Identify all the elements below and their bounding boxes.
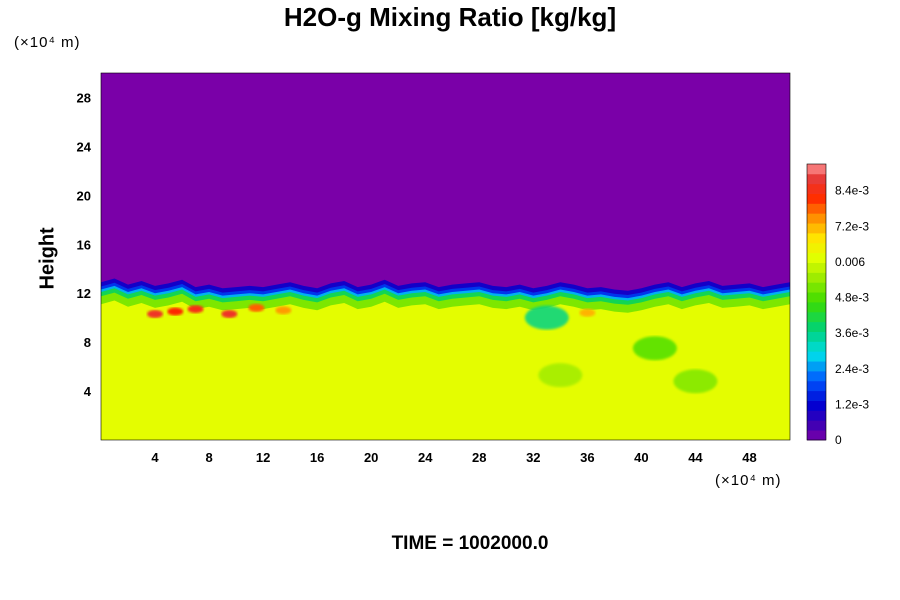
- colorbar-tick-label: 8.4e-3: [835, 184, 869, 198]
- chart-title: H2O-g Mixing Ratio [kg/kg]: [283, 2, 617, 32]
- colorbar-segment: [807, 173, 826, 185]
- colorbar-segment: [807, 331, 826, 342]
- x-tick-label: 32: [526, 450, 540, 465]
- moist-spot: [147, 309, 164, 318]
- time-label: TIME = 1002000.0: [391, 533, 549, 554]
- colorbar-tick-label: 7.2e-3: [835, 219, 869, 233]
- colorbar-segment: [807, 252, 826, 263]
- x-axis-unit: (×10⁴ m): [715, 472, 782, 489]
- colorbar-segment: [807, 420, 826, 431]
- moist-spot: [579, 308, 596, 317]
- colorbar-segment: [807, 233, 826, 244]
- y-tick-label: 12: [77, 286, 91, 301]
- colorbar-tick-label: 4.8e-3: [835, 291, 869, 305]
- colorbar-segment: [807, 321, 826, 332]
- moist-spot: [167, 307, 184, 316]
- x-tick-label: 48: [742, 450, 756, 465]
- colorbar-tick-label: 2.4e-3: [835, 362, 869, 376]
- colorbar-segment: [807, 390, 826, 401]
- colorbar-segment: [807, 430, 826, 441]
- dry-eddy: [632, 336, 677, 361]
- colorbar-segment: [807, 262, 826, 273]
- colorbar-tick-label: 0.006: [835, 255, 865, 269]
- colorbar-segment: [807, 410, 826, 421]
- colorbar-segment: [807, 351, 826, 362]
- dry-eddy: [673, 369, 718, 394]
- colorbar-segment: [807, 213, 826, 224]
- colorbar-segment: [807, 164, 826, 175]
- colorbar-segment: [807, 292, 826, 303]
- colorbar: 0 1.2e-3 2.4e-3 3.6e-3 4.8e-3 0.006 7.2e-3 8.4e…: [806, 163, 869, 447]
- colorbar-segment: [807, 282, 826, 293]
- moist-spot: [187, 305, 204, 314]
- region-lower: [101, 300, 790, 440]
- colorbar-frame: [806, 163, 827, 441]
- colorbar-segment: [807, 193, 826, 204]
- colorbar-segment: [807, 371, 826, 382]
- colorbar-segment: [807, 203, 826, 214]
- y-axis-unit: (×10⁴ m): [14, 34, 81, 51]
- x-tick-label: 8: [205, 450, 212, 465]
- colorbar-segment: [807, 302, 826, 313]
- dry-eddy: [524, 305, 569, 330]
- colorbar-segment: [807, 311, 826, 323]
- moist-spot: [248, 303, 265, 312]
- plot-area: [101, 73, 790, 440]
- y-tick-label: 20: [77, 188, 91, 203]
- x-tick-label: 20: [364, 450, 378, 465]
- moist-spot: [221, 309, 238, 318]
- colorbar-segment: [807, 361, 826, 372]
- colorbar-tick-label: 1.2e-3: [835, 397, 869, 411]
- y-tick-label: 8: [84, 335, 91, 350]
- colorbar-segment: [807, 223, 826, 234]
- x-tick-label: 24: [418, 450, 433, 465]
- x-tick-label: 36: [580, 450, 594, 465]
- colorbar-tick-label: 3.6e-3: [835, 326, 869, 340]
- moist-spot: [275, 306, 292, 315]
- y-tick-label: 4: [84, 384, 92, 399]
- colorbar-segment: [807, 341, 826, 352]
- dry-eddy: [538, 363, 583, 388]
- plot-frame: [100, 72, 791, 441]
- y-tick-label: 28: [77, 90, 91, 105]
- x-tick-label: 40: [634, 450, 648, 465]
- colorbar-segment: [807, 380, 826, 392]
- colorbar-tick-label: 0: [835, 433, 842, 447]
- y-tick-label: 16: [77, 237, 91, 252]
- colorbar-segment: [807, 242, 826, 254]
- x-tick-label: 4: [151, 450, 159, 465]
- x-tick-label: 12: [256, 450, 270, 465]
- x-tick-label: 16: [310, 450, 324, 465]
- colorbar-segment: [807, 272, 826, 283]
- x-tick-label: 44: [688, 450, 703, 465]
- colorbar-segment: [807, 400, 826, 411]
- y-tick-label: 24: [77, 139, 92, 154]
- colorbar-segment: [807, 183, 826, 194]
- x-tick-label: 28: [472, 450, 486, 465]
- y-axis-ticks: 4 8 12 16 20 24 28: [77, 90, 92, 399]
- x-axis-ticks: 4 8 12 16 20 24 28 32 36 40 44 48: [151, 450, 756, 465]
